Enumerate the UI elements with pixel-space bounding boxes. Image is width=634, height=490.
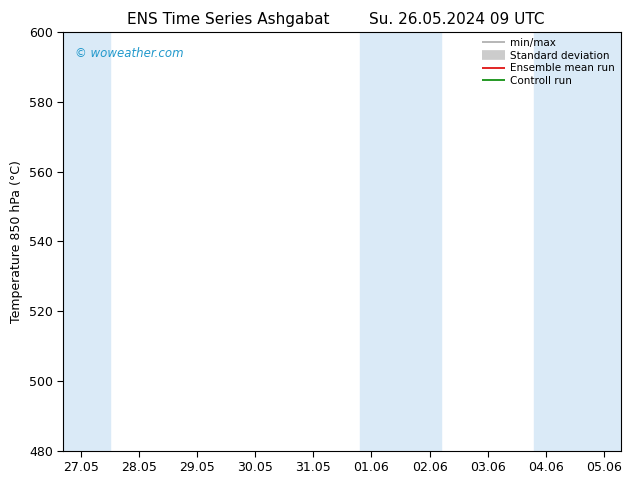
Legend: min/max, Standard deviation, Ensemble mean run, Controll run: min/max, Standard deviation, Ensemble me… — [478, 34, 619, 90]
Bar — [534, 32, 621, 451]
Text: © woweather.com: © woweather.com — [75, 47, 183, 59]
Text: ENS Time Series Ashgabat: ENS Time Series Ashgabat — [127, 12, 330, 27]
Y-axis label: Temperature 850 hPa (°C): Temperature 850 hPa (°C) — [10, 160, 23, 323]
Bar — [63, 32, 110, 451]
Text: Su. 26.05.2024 09 UTC: Su. 26.05.2024 09 UTC — [369, 12, 544, 27]
Bar — [359, 32, 441, 451]
